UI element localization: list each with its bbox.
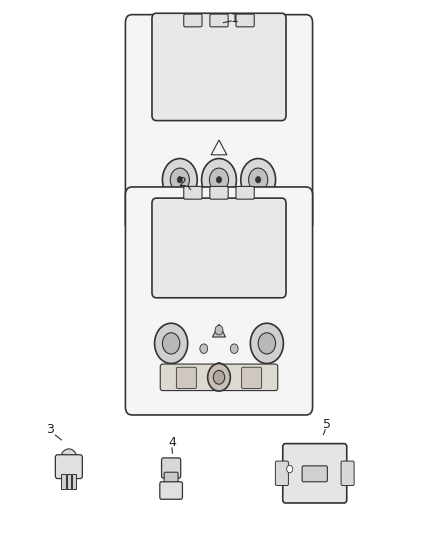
Circle shape (200, 344, 208, 353)
FancyBboxPatch shape (125, 14, 313, 232)
FancyBboxPatch shape (276, 461, 288, 486)
FancyBboxPatch shape (341, 461, 354, 486)
FancyBboxPatch shape (184, 187, 202, 199)
Circle shape (177, 176, 183, 183)
Circle shape (60, 449, 77, 469)
Text: 1: 1 (230, 12, 238, 26)
FancyBboxPatch shape (125, 187, 313, 415)
Circle shape (170, 168, 189, 191)
Circle shape (216, 176, 222, 183)
FancyBboxPatch shape (160, 482, 183, 499)
Polygon shape (212, 324, 226, 337)
Circle shape (258, 333, 276, 354)
FancyBboxPatch shape (152, 13, 286, 120)
FancyBboxPatch shape (302, 466, 327, 482)
Circle shape (230, 344, 238, 353)
FancyBboxPatch shape (164, 472, 178, 487)
FancyBboxPatch shape (236, 14, 254, 27)
Text: 3: 3 (46, 423, 54, 436)
Text: 5: 5 (323, 418, 331, 431)
Bar (61, 474, 66, 489)
Circle shape (162, 158, 197, 201)
Bar (67, 474, 71, 489)
FancyBboxPatch shape (152, 198, 286, 298)
Circle shape (249, 168, 268, 191)
Circle shape (255, 176, 261, 183)
FancyBboxPatch shape (184, 14, 202, 27)
Circle shape (162, 333, 180, 354)
FancyBboxPatch shape (160, 364, 278, 391)
FancyBboxPatch shape (210, 187, 228, 199)
Circle shape (215, 362, 223, 372)
FancyBboxPatch shape (283, 443, 347, 503)
Circle shape (213, 370, 225, 384)
FancyBboxPatch shape (177, 367, 196, 389)
Bar (72, 474, 76, 489)
Circle shape (251, 323, 283, 364)
Circle shape (287, 465, 293, 473)
FancyBboxPatch shape (162, 458, 181, 478)
Circle shape (209, 168, 229, 191)
FancyBboxPatch shape (236, 187, 254, 199)
Circle shape (215, 325, 223, 335)
Circle shape (201, 158, 237, 201)
Circle shape (208, 364, 230, 391)
Text: 2: 2 (178, 176, 186, 189)
FancyBboxPatch shape (242, 367, 261, 389)
Text: 4: 4 (168, 436, 176, 449)
Circle shape (241, 158, 276, 201)
FancyBboxPatch shape (210, 14, 228, 27)
Circle shape (155, 323, 187, 364)
FancyBboxPatch shape (55, 455, 82, 479)
